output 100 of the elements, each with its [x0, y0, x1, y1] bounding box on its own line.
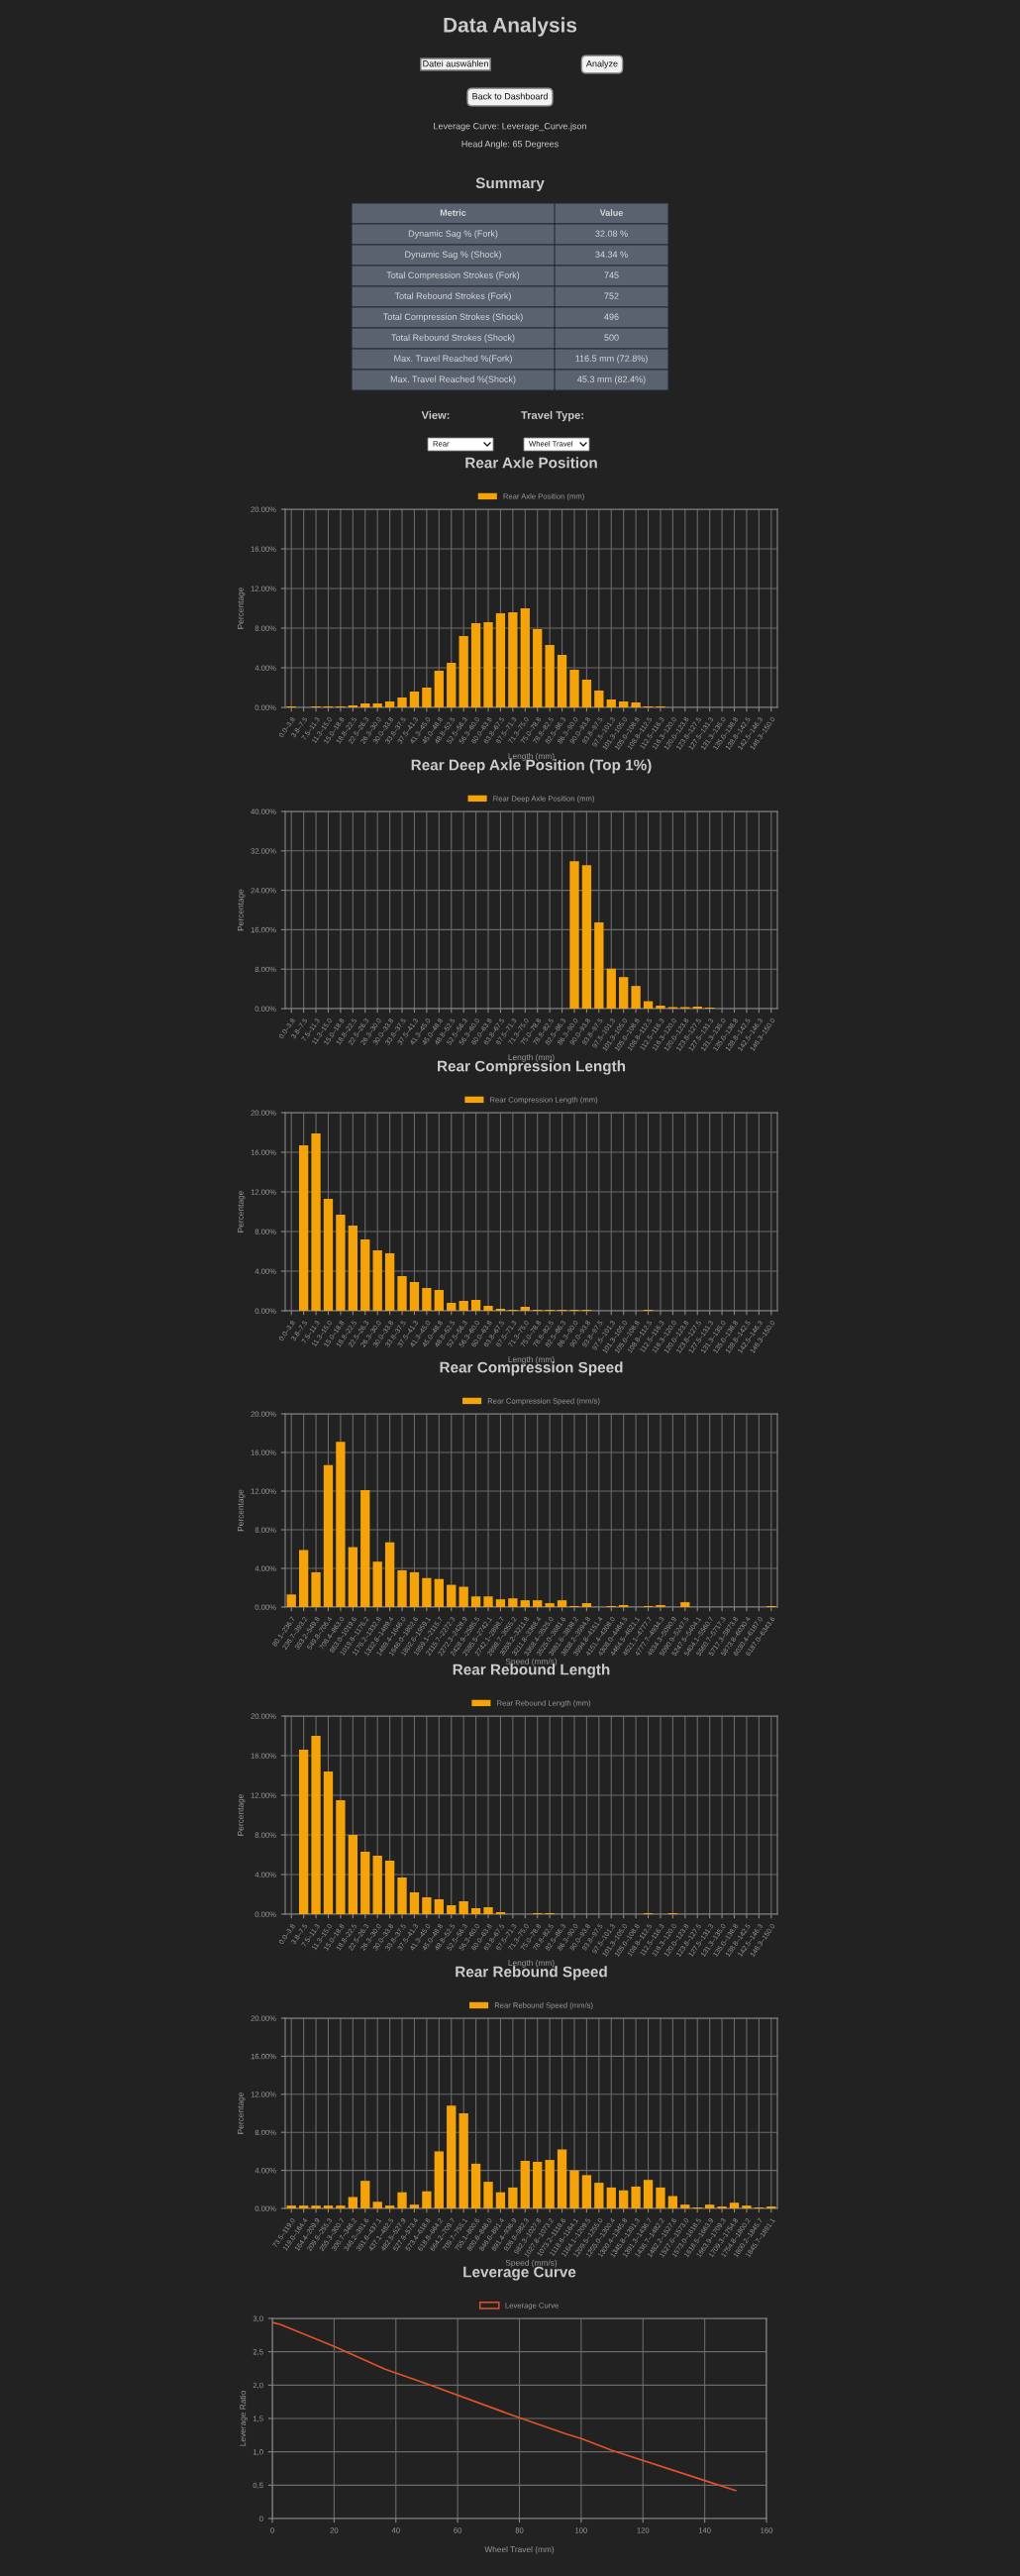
bar [520, 2161, 530, 2208]
bar [348, 2197, 357, 2208]
bar [409, 1571, 420, 1607]
bar [459, 1901, 468, 1914]
bar [323, 1771, 334, 1914]
bar [348, 1835, 357, 1914]
bar [360, 1239, 370, 1311]
bar [323, 2205, 334, 2208]
bar [372, 2201, 382, 2208]
bar [459, 2113, 468, 2208]
text: View: [421, 410, 450, 419]
bar [422, 1897, 432, 1914]
text: Analyze [585, 59, 618, 69]
text: Total Rebound Strokes (Shock) [391, 334, 515, 343]
text: Dynamic Sag % (Fork) [408, 230, 498, 239]
y-axis-title: Percentage [238, 1794, 246, 1836]
bar [631, 2186, 641, 2208]
bar [470, 1596, 481, 1607]
text: Datei auswählen [423, 59, 488, 67]
bar [311, 1133, 321, 1311]
bar [422, 1577, 432, 1607]
bar [520, 1600, 530, 1607]
bar [298, 1550, 309, 1607]
bar [470, 1300, 481, 1311]
bar [606, 2187, 616, 2208]
chart-title: Rear Axle Position [465, 457, 597, 469]
bar [459, 1301, 468, 1311]
bar [569, 670, 579, 707]
bar [680, 1602, 690, 1607]
bar [397, 1276, 407, 1311]
bar [483, 2182, 493, 2208]
bar [360, 1852, 370, 1914]
bar [594, 921, 604, 1009]
text: Max. Travel Reached %(Fork) [394, 355, 512, 364]
bar [409, 1282, 420, 1311]
bar [311, 1571, 321, 1607]
bar [384, 1542, 395, 1607]
y-axis-title: Leverage Ratio [240, 2391, 248, 2446]
bar [397, 2192, 407, 2208]
text: Dynamic Sag % (Shock) [405, 251, 501, 260]
bar [422, 1288, 432, 1311]
bar [298, 1750, 309, 1914]
bar [545, 2160, 555, 2208]
y-axis-title: Percentage [238, 588, 246, 629]
bar [372, 1856, 382, 1914]
text: 500 [604, 334, 619, 341]
x-axis-title: Speed (mm/s) [505, 2259, 558, 2268]
bar [643, 1001, 654, 1009]
text: 745 [604, 271, 619, 278]
bar [397, 1569, 407, 1607]
bar [372, 1250, 382, 1311]
bar [569, 2170, 579, 2208]
text: Data Analysis [444, 17, 577, 37]
text: Value [599, 209, 623, 216]
bar [508, 1598, 518, 1607]
bar [656, 2187, 665, 2208]
bar [557, 1600, 567, 1607]
text: 45.3 mm (82.4%) [577, 376, 646, 384]
bar [397, 698, 407, 707]
bar [459, 636, 468, 707]
bar [520, 1307, 530, 1311]
bar [409, 692, 420, 707]
line-series [272, 2321, 737, 2492]
bar [533, 2161, 543, 2208]
bar [581, 2175, 592, 2208]
text: 34.34 % [595, 251, 628, 258]
bar [311, 2205, 321, 2208]
text: Metric [440, 209, 466, 216]
bar [447, 1584, 457, 1607]
text: Total Compression Strokes (Fork) [386, 271, 520, 280]
bar [581, 1603, 592, 1607]
bar [384, 701, 395, 707]
bar [447, 2105, 457, 2208]
bar [422, 2191, 432, 2208]
bar [348, 1226, 357, 1311]
text: Total Rebound Strokes (Fork) [394, 292, 511, 301]
bar [643, 2180, 654, 2208]
bar [409, 1892, 420, 1914]
bar [447, 663, 457, 707]
bar [336, 1800, 346, 1914]
bar [348, 1547, 357, 1607]
text: 116.5 mm (72.8%) [575, 355, 648, 364]
bar [533, 1600, 543, 1607]
text: Leverage Curve: Leverage_Curve.json [434, 122, 586, 132]
bar [508, 612, 518, 707]
bar [742, 2205, 752, 2208]
bar [459, 1586, 468, 1607]
bar [447, 1303, 457, 1311]
bar [397, 1878, 407, 1914]
text: 496 [604, 313, 619, 320]
bar [729, 2202, 740, 2208]
y-axis-title: Percentage [238, 1489, 246, 1532]
bar [360, 703, 370, 707]
bar [286, 2205, 296, 2208]
x-axis-title: Length (mm) [508, 752, 555, 761]
text: Total Compression Strokes (Shock) [382, 313, 523, 322]
bar [434, 1290, 444, 1311]
x-axis-title: Wheel Travel (mm) [484, 2546, 555, 2554]
text: Back to Dashboard [472, 92, 548, 100]
bar [336, 1442, 346, 1607]
